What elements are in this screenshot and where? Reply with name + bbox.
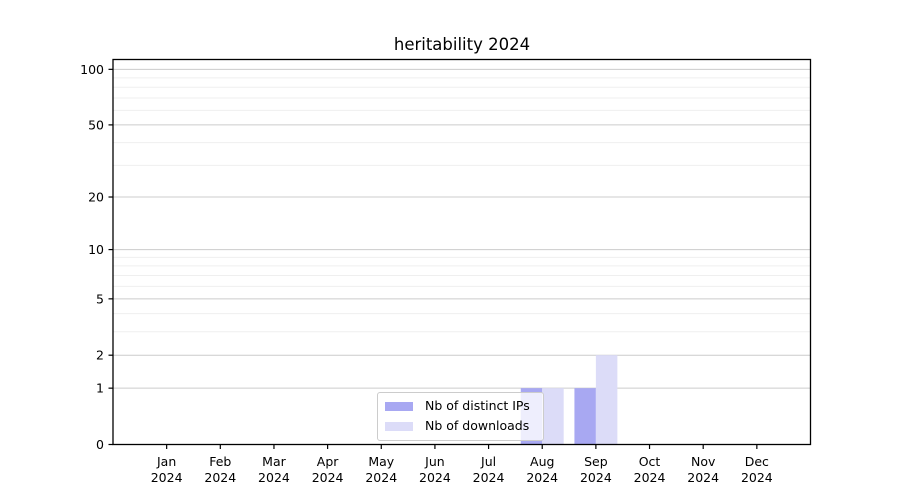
- x-tick-label-year: 2024: [312, 470, 344, 485]
- x-tick-label-year: 2024: [634, 470, 666, 485]
- x-tick-label-month: May: [368, 454, 394, 469]
- x-tick-label-month: Jul: [480, 454, 496, 469]
- legend-label-downloads: Nb of downloads: [425, 418, 530, 434]
- x-tick-label-month: Aug: [530, 454, 554, 469]
- chart-title: heritability 2024: [393, 35, 531, 54]
- legend-item-downloads: Nb of downloads: [385, 418, 535, 434]
- legend: Nb of distinct IPs Nb of downloads: [377, 392, 544, 441]
- y-tick-label: 2: [96, 348, 104, 363]
- y-tick-label: 10: [88, 242, 104, 257]
- y-tick-label: 5: [96, 291, 104, 306]
- x-tick-label-year: 2024: [419, 470, 451, 485]
- y-tick-label: 20: [88, 190, 104, 205]
- x-tick-label-year: 2024: [258, 470, 290, 485]
- x-tick-label-month: Nov: [691, 454, 716, 469]
- x-tick-label-year: 2024: [580, 470, 612, 485]
- x-tick-label-month: Jun: [424, 454, 445, 469]
- x-tick-label-month: Feb: [209, 454, 231, 469]
- y-tick-label: 100: [80, 62, 104, 77]
- x-tick-label-year: 2024: [526, 470, 558, 485]
- legend-item-distinct-ips: Nb of distinct IPs: [385, 398, 535, 414]
- x-tick-label-year: 2024: [741, 470, 773, 485]
- bar-sep-distinct-ips: [574, 388, 596, 445]
- legend-swatch-downloads-icon: [385, 421, 413, 431]
- x-tick-label-month: Dec: [745, 454, 769, 469]
- x-tick-label-month: Sep: [584, 454, 608, 469]
- x-tick-label-month: Apr: [317, 454, 339, 469]
- legend-swatch-distinct-ips-icon: [385, 401, 413, 411]
- y-tick-label: 1: [96, 381, 104, 396]
- x-tick-label-year: 2024: [473, 470, 505, 485]
- x-tick-label-year: 2024: [365, 470, 397, 485]
- bar-aug-downloads: [542, 388, 564, 445]
- plot-frame: [112, 58, 812, 446]
- y-tick-label: 50: [88, 117, 104, 132]
- y-tick-label: 0: [96, 437, 104, 452]
- bar-sep-downloads: [595, 355, 618, 445]
- x-tick-label-year: 2024: [687, 470, 719, 485]
- x-tick-label-year: 2024: [151, 470, 183, 485]
- legend-label-distinct-ips: Nb of distinct IPs: [425, 398, 530, 413]
- x-tick-label-month: Oct: [639, 454, 661, 469]
- x-tick-label-year: 2024: [204, 470, 236, 485]
- x-tick-label-month: Mar: [262, 454, 286, 469]
- x-tick-label-month: Jan: [156, 454, 176, 469]
